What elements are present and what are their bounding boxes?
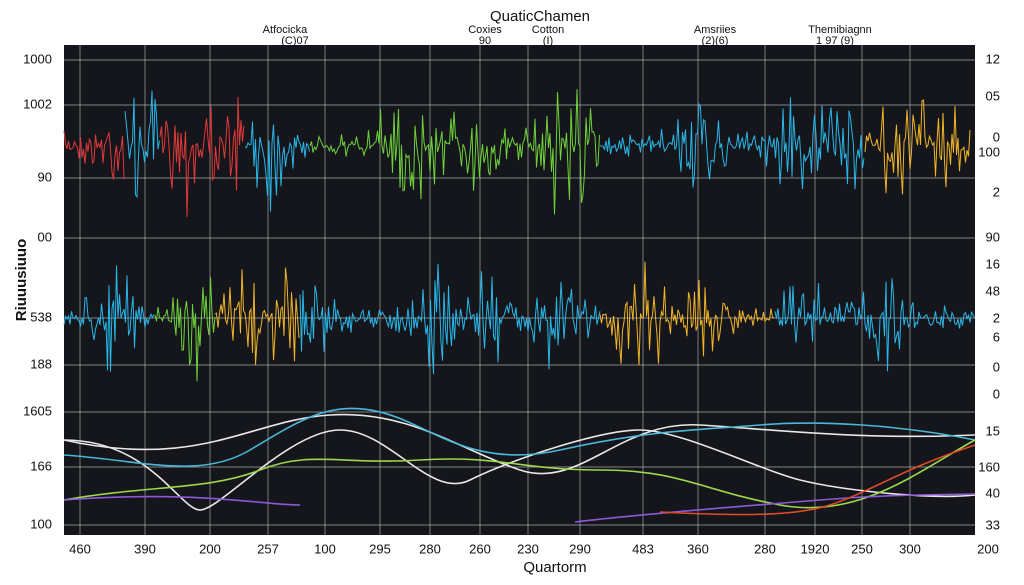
right-label: 90 <box>986 229 1000 244</box>
legend-sub: (C)07 <box>281 35 309 47</box>
curve <box>63 439 976 509</box>
bottom-label: 200 <box>977 541 999 556</box>
bottom-label: 280 <box>754 541 776 556</box>
bottom-label: 280 <box>419 541 441 556</box>
y-axis-title: Riuuusiuuo <box>13 239 30 322</box>
left-label: 1002 <box>23 96 52 111</box>
legend-label: Themibiagnn <box>808 24 872 36</box>
left-label: 1000 <box>23 51 52 66</box>
curve <box>63 413 976 475</box>
waveform <box>214 267 300 365</box>
right-label: 2 <box>993 184 1000 199</box>
left-label: 166 <box>30 458 52 473</box>
waveform <box>159 97 245 217</box>
bottom-label: 260 <box>469 541 491 556</box>
legend-label: Cotton <box>532 24 564 36</box>
legend-sub: 90 <box>479 35 491 47</box>
right-label: 16 <box>986 256 1000 271</box>
bottom-label: 460 <box>69 541 91 556</box>
waveform <box>309 89 600 215</box>
waveform <box>599 261 775 366</box>
waveform <box>299 263 601 375</box>
left-label: 538 <box>30 309 52 324</box>
right-label: 12 <box>986 51 1000 66</box>
curve <box>63 429 976 511</box>
right-label: 15 <box>986 423 1000 438</box>
legend-label: Coxies <box>468 24 502 36</box>
plot-area <box>64 45 975 535</box>
right-label: 0 <box>993 359 1000 374</box>
legend-label: Atfocicka <box>263 24 309 36</box>
right-label: 100 <box>978 144 1000 159</box>
waveform <box>154 277 216 382</box>
x-axis-title: Quartorm <box>523 559 586 576</box>
bottom-label: 200 <box>199 541 221 556</box>
bottom-label: 100 <box>314 541 336 556</box>
right-label: 160 <box>978 459 1000 474</box>
curve <box>659 444 976 516</box>
right-label: 2 <box>993 310 1000 325</box>
waveform <box>864 99 971 195</box>
left-label: 100 <box>30 516 52 531</box>
bottom-label: 250 <box>851 541 873 556</box>
legend-sub: (I) <box>543 35 553 47</box>
bottom-label: 1920 <box>801 541 830 556</box>
bottom-label: 257 <box>257 541 279 556</box>
waveform <box>63 130 125 180</box>
curve <box>63 493 976 523</box>
right-label: 48 <box>986 283 1000 298</box>
left-label: 00 <box>38 229 52 244</box>
legend-sub: (2)(6) <box>702 35 729 47</box>
waveform <box>599 97 865 190</box>
bottom-label: 300 <box>899 541 921 556</box>
bottom-label: 360 <box>687 541 709 556</box>
bottom-label: 230 <box>517 541 539 556</box>
right-label: 40 <box>986 485 1000 500</box>
bottom-label: 390 <box>134 541 156 556</box>
bottom-label: 483 <box>632 541 654 556</box>
waveform <box>774 278 975 372</box>
waveform <box>244 121 310 212</box>
bottom-label: 295 <box>369 541 391 556</box>
curve <box>63 407 976 467</box>
legend-sub: 1 97 (9) <box>816 35 854 47</box>
left-label: 1605 <box>23 403 52 418</box>
right-label: 33 <box>986 517 1000 532</box>
left-label: 90 <box>38 169 52 184</box>
title: QuaticChamen <box>490 8 590 25</box>
waveform <box>124 90 160 199</box>
left-label: 188 <box>30 356 52 371</box>
right-label: 05 <box>986 88 1000 103</box>
bottom-label: 290 <box>569 541 591 556</box>
right-label: 0 <box>993 386 1000 401</box>
right-label: 6 <box>993 329 1000 344</box>
waveforms <box>63 89 976 523</box>
legend-label: Amsriies <box>694 24 737 36</box>
right-label: 0 <box>993 129 1000 144</box>
waveform <box>63 265 155 372</box>
